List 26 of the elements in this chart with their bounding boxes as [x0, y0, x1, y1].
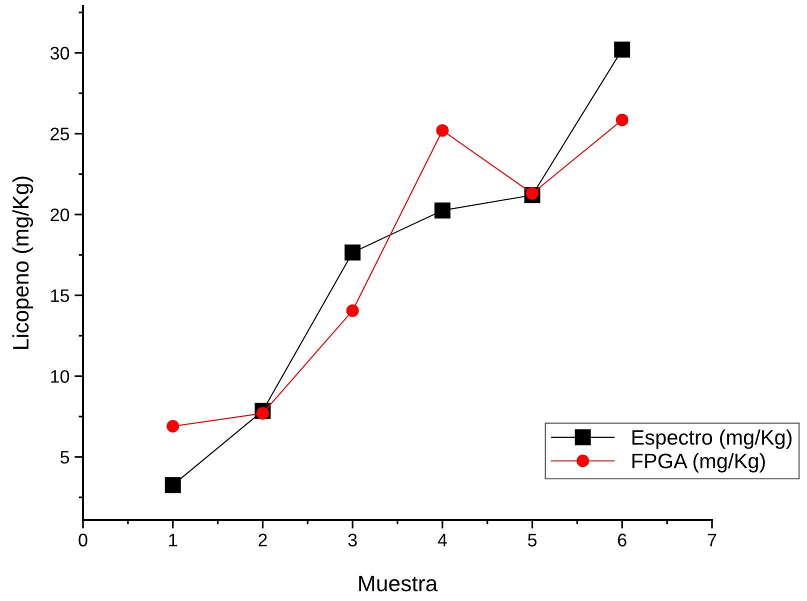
point	[616, 114, 628, 126]
point	[434, 202, 450, 218]
y-tick-label: 15	[51, 289, 70, 302]
point	[166, 420, 180, 432]
x-tick-label: 2	[258, 534, 267, 546]
x-tick-label: 5	[528, 534, 537, 546]
point	[436, 124, 449, 137]
x-tick-label: 0	[78, 534, 88, 546]
x-axis-title: Muestra	[359, 576, 438, 592]
x-tick-label: 7	[708, 534, 716, 546]
legend-label: FPGA (mg/Kg)	[632, 453, 765, 472]
point	[614, 42, 630, 58]
x-tick-label: 4	[438, 534, 447, 546]
x-tick-label: 1	[169, 534, 177, 546]
x-tick-label: 3	[348, 534, 357, 546]
point	[164, 477, 181, 494]
point	[344, 244, 361, 260]
x-tick-label: 6	[618, 534, 626, 546]
point	[346, 304, 359, 317]
y-tick-label: 30	[50, 46, 70, 60]
y-tick-label: 20	[50, 208, 70, 222]
legend-label: Espectro (mg/Kg)	[632, 429, 792, 449]
y-tick-label: 10	[51, 370, 70, 383]
y-tick-label: 5	[60, 451, 70, 464]
y-axis-title: Licopeno (mg/Kg)	[12, 176, 34, 349]
y-tick-label: 25	[50, 128, 70, 140]
